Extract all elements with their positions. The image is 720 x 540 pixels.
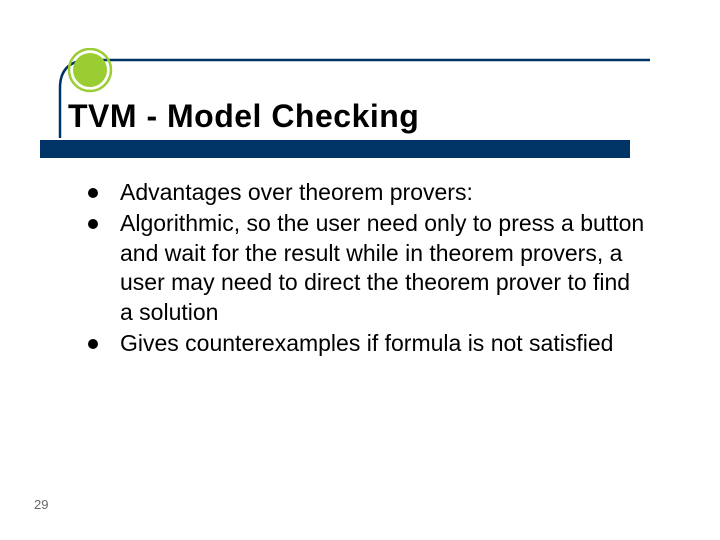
- page-number: 29: [34, 497, 48, 512]
- bullet-text: Advantages over theorem provers:: [120, 178, 473, 207]
- title-underline-bar: [40, 140, 630, 158]
- list-item: Gives counterexamples if formula is not …: [88, 329, 648, 358]
- bullet-icon: [88, 188, 98, 198]
- list-item: Advantages over theorem provers:: [88, 178, 648, 207]
- bullet-icon: [88, 219, 98, 229]
- slide-title: TVM - Model Checking: [68, 98, 419, 135]
- bullet-text: Gives counterexamples if formula is not …: [120, 329, 613, 358]
- bullet-icon: [88, 339, 98, 349]
- bullet-list: Advantages over theorem provers: Algorit…: [88, 178, 648, 361]
- bullet-text: Algorithmic, so the user need only to pr…: [120, 209, 648, 327]
- list-item: Algorithmic, so the user need only to pr…: [88, 209, 648, 327]
